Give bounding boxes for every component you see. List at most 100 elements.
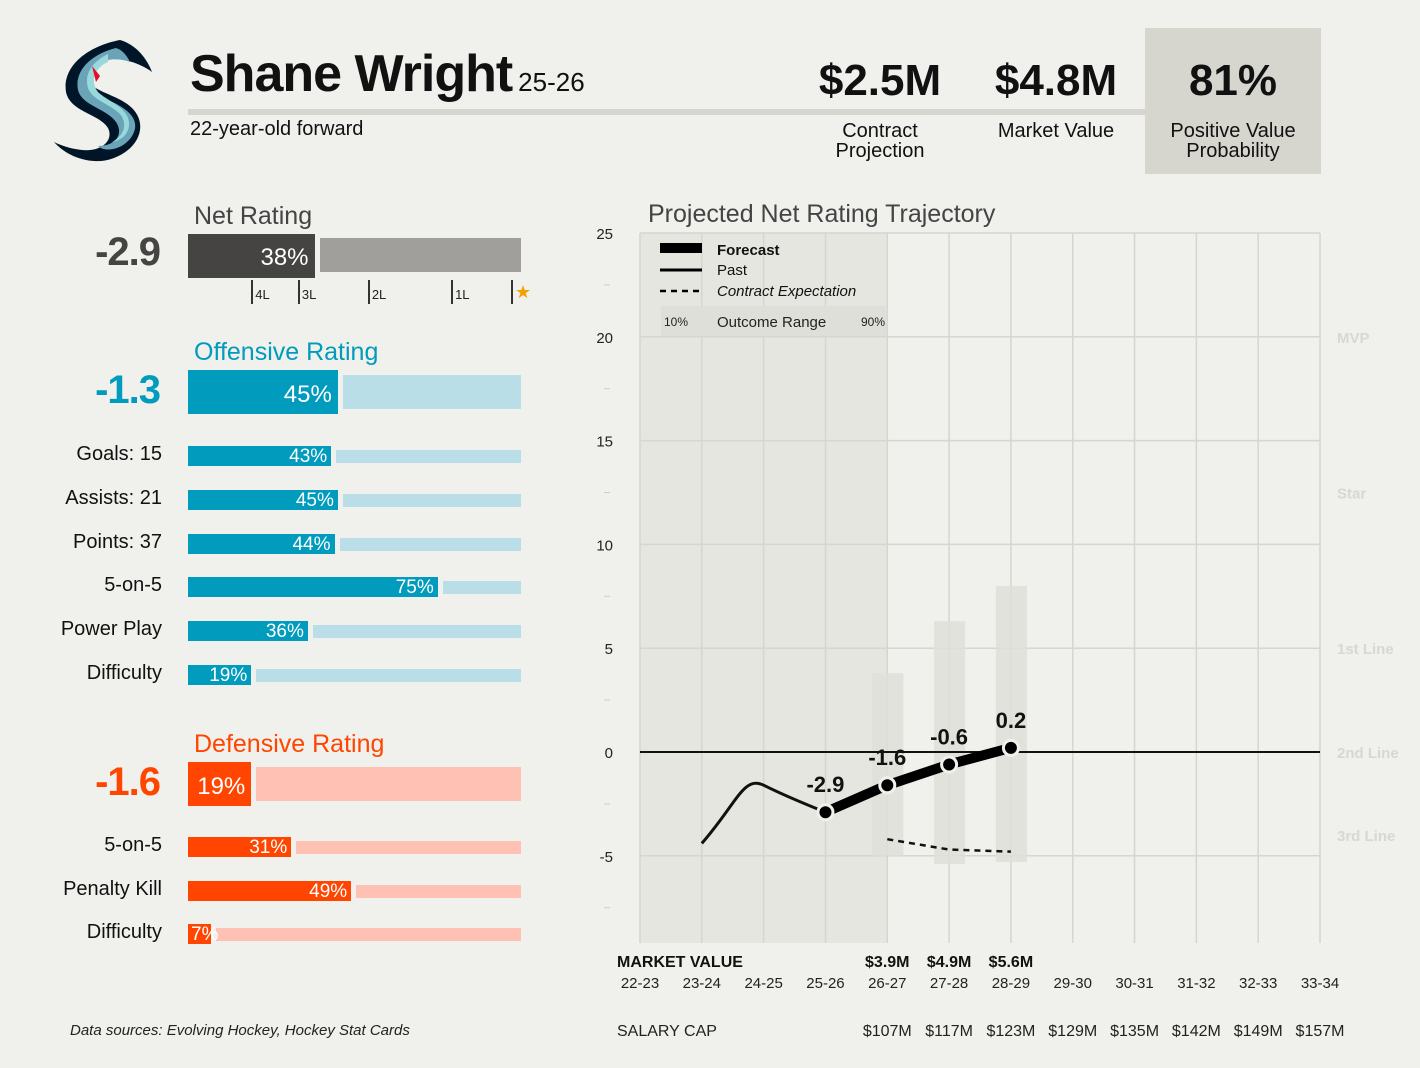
defensive-rating-title: Defensive Rating xyxy=(194,730,385,758)
tier-marker-tick xyxy=(297,280,300,304)
salary-cap-cell: $107M xyxy=(863,1023,912,1040)
tier-marker-tick xyxy=(451,280,454,304)
tier-label: MVP xyxy=(1337,330,1370,347)
stat-row-label: Penalty Kill xyxy=(63,877,162,900)
past-line xyxy=(700,781,827,845)
x-tick-label: 30-31 xyxy=(1115,975,1153,992)
market-value-cell: $5.6M xyxy=(989,954,1033,971)
tier-marker-label: 1L xyxy=(455,287,470,302)
stat-row-bar-track xyxy=(296,841,521,854)
stat-row-label: Assists: 21 xyxy=(65,486,162,509)
y-tick-label: 15 xyxy=(596,434,613,451)
player-name: Shane Wright 25-26 xyxy=(190,45,585,103)
x-tick-label: 24-25 xyxy=(744,975,782,992)
stat-row-bar-fill: 7% xyxy=(188,924,218,945)
forecast-line xyxy=(823,743,1013,817)
y-tick-label: 25 xyxy=(596,226,613,243)
salary-cap-cell: $129M xyxy=(1048,1023,1097,1040)
forecast-point xyxy=(940,755,959,774)
salary-cap-cell: $142M xyxy=(1172,1023,1221,1040)
salary-cap-cell: $135M xyxy=(1110,1023,1159,1040)
net-rating-title: Net Rating xyxy=(194,202,313,230)
forecast-data-label: -2.9 xyxy=(806,772,844,797)
tier-marker-label: 2L xyxy=(371,287,387,302)
forecast-point xyxy=(878,776,897,795)
x-tick-label: 33-34 xyxy=(1301,975,1339,992)
x-tick-label: 25-26 xyxy=(806,975,844,992)
header-divider xyxy=(188,109,1148,115)
net-rating-bar-fill: 38% xyxy=(188,234,315,278)
legend-past-label: Past xyxy=(717,262,748,279)
defensive-rating-bar-track xyxy=(256,767,521,801)
stat-row-label: Difficulty xyxy=(86,662,162,684)
stat-row-bar-fill: 36% xyxy=(188,621,308,642)
stat-row-bar-fill: 49% xyxy=(188,880,352,902)
offensive-rating-title: Offensive Rating xyxy=(194,338,379,366)
offensive-rating-value: -1.3 xyxy=(95,368,161,412)
market-value-label: Market Value xyxy=(997,120,1115,142)
stat-row-bar-track xyxy=(336,450,521,463)
outcome-range-bar xyxy=(995,585,1027,863)
data-sources-footnote: Data sources: Evolving Hockey, Hockey St… xyxy=(70,1022,410,1039)
forecast-data-label: 0.2 xyxy=(996,708,1027,733)
tier-label: 3rd Line xyxy=(1337,828,1395,845)
positive-value-box xyxy=(1145,28,1321,174)
x-tick-label: 26-27 xyxy=(868,975,906,992)
stat-row-label: Goals: 15 xyxy=(76,443,162,465)
salary-cap-cell: $123M xyxy=(986,1023,1035,1040)
stat-row-bar-track xyxy=(339,537,521,551)
contract-expectation-line xyxy=(887,837,1011,853)
x-tick-label: 23-24 xyxy=(683,975,721,992)
stat-row-label: 5-on-5 xyxy=(104,574,162,597)
salary-cap-cell: $117M xyxy=(925,1023,973,1040)
tier-marker-label: 4L xyxy=(255,287,270,302)
tier-marker-tick xyxy=(511,280,513,304)
stat-row-label: Power Play xyxy=(60,618,162,641)
forecast-point xyxy=(1001,738,1020,757)
team-logo-icon xyxy=(54,40,152,162)
market-value-cell: $3.9M xyxy=(865,954,909,971)
stat-row-bar-fill: 43% xyxy=(188,446,332,467)
x-tick-label: 32-33 xyxy=(1239,975,1277,992)
market-value-cell: $4.9M xyxy=(927,954,971,971)
positive-value-probability-value: 81% xyxy=(1188,56,1278,105)
stat-row-bar-track xyxy=(256,669,521,682)
chart-title: Projected Net Rating Trajectory xyxy=(648,200,996,228)
forecast-data-label: -1.6 xyxy=(868,745,906,770)
outcome-range-bar xyxy=(872,673,904,856)
defensive-rating-value: -1.6 xyxy=(95,760,161,804)
defensive-rating-bar-fill: 19% xyxy=(188,762,252,806)
stat-row-bar-fill: 75% xyxy=(188,577,438,598)
stat-row-label: Difficulty xyxy=(86,921,162,943)
season-label: 25-26 xyxy=(518,67,585,97)
tier-label: 2nd Line xyxy=(1337,745,1399,762)
offensive-rating-bar-fill: 45% xyxy=(188,370,338,414)
forecast-point xyxy=(816,803,835,822)
stat-row-bar-track xyxy=(312,625,521,639)
y-tick-label: -5 xyxy=(600,849,613,866)
y-tick-label: 5 xyxy=(605,641,613,658)
tier-marker-label: 3L xyxy=(301,287,317,302)
x-tick-label: 27-28 xyxy=(930,975,968,992)
outcome-range-bar xyxy=(934,621,966,865)
salary-cap-cell: $149M xyxy=(1234,1023,1283,1040)
stat-row-bar-fill: 31% xyxy=(188,837,292,858)
stat-row-bar-track xyxy=(342,493,521,507)
y-tick-label: 0 xyxy=(605,745,613,762)
contract-projection-label: Contract Projection xyxy=(835,120,925,162)
y-tick-label: 20 xyxy=(596,330,613,347)
contract-projection-value: $2.5M xyxy=(818,56,942,105)
tier-label: Star xyxy=(1337,486,1366,503)
x-tick-label: 28-29 xyxy=(992,975,1030,992)
salary-cap-row-label: SALARY CAP xyxy=(617,1023,717,1040)
forecast-data-label: -0.6 xyxy=(930,724,968,749)
player-subtitle: 22-year-old forward xyxy=(190,118,364,140)
stat-row-bar-fill: 44% xyxy=(188,533,335,555)
stat-row-bar-fill: 45% xyxy=(188,489,338,511)
net-rating-bar-track xyxy=(319,238,521,272)
tier-marker-tick xyxy=(251,280,254,304)
salary-cap-cell: $157M xyxy=(1296,1023,1345,1040)
positive-value-probability-label: Positive Value Probability xyxy=(1170,120,1296,162)
star-icon: ★ xyxy=(515,282,532,302)
